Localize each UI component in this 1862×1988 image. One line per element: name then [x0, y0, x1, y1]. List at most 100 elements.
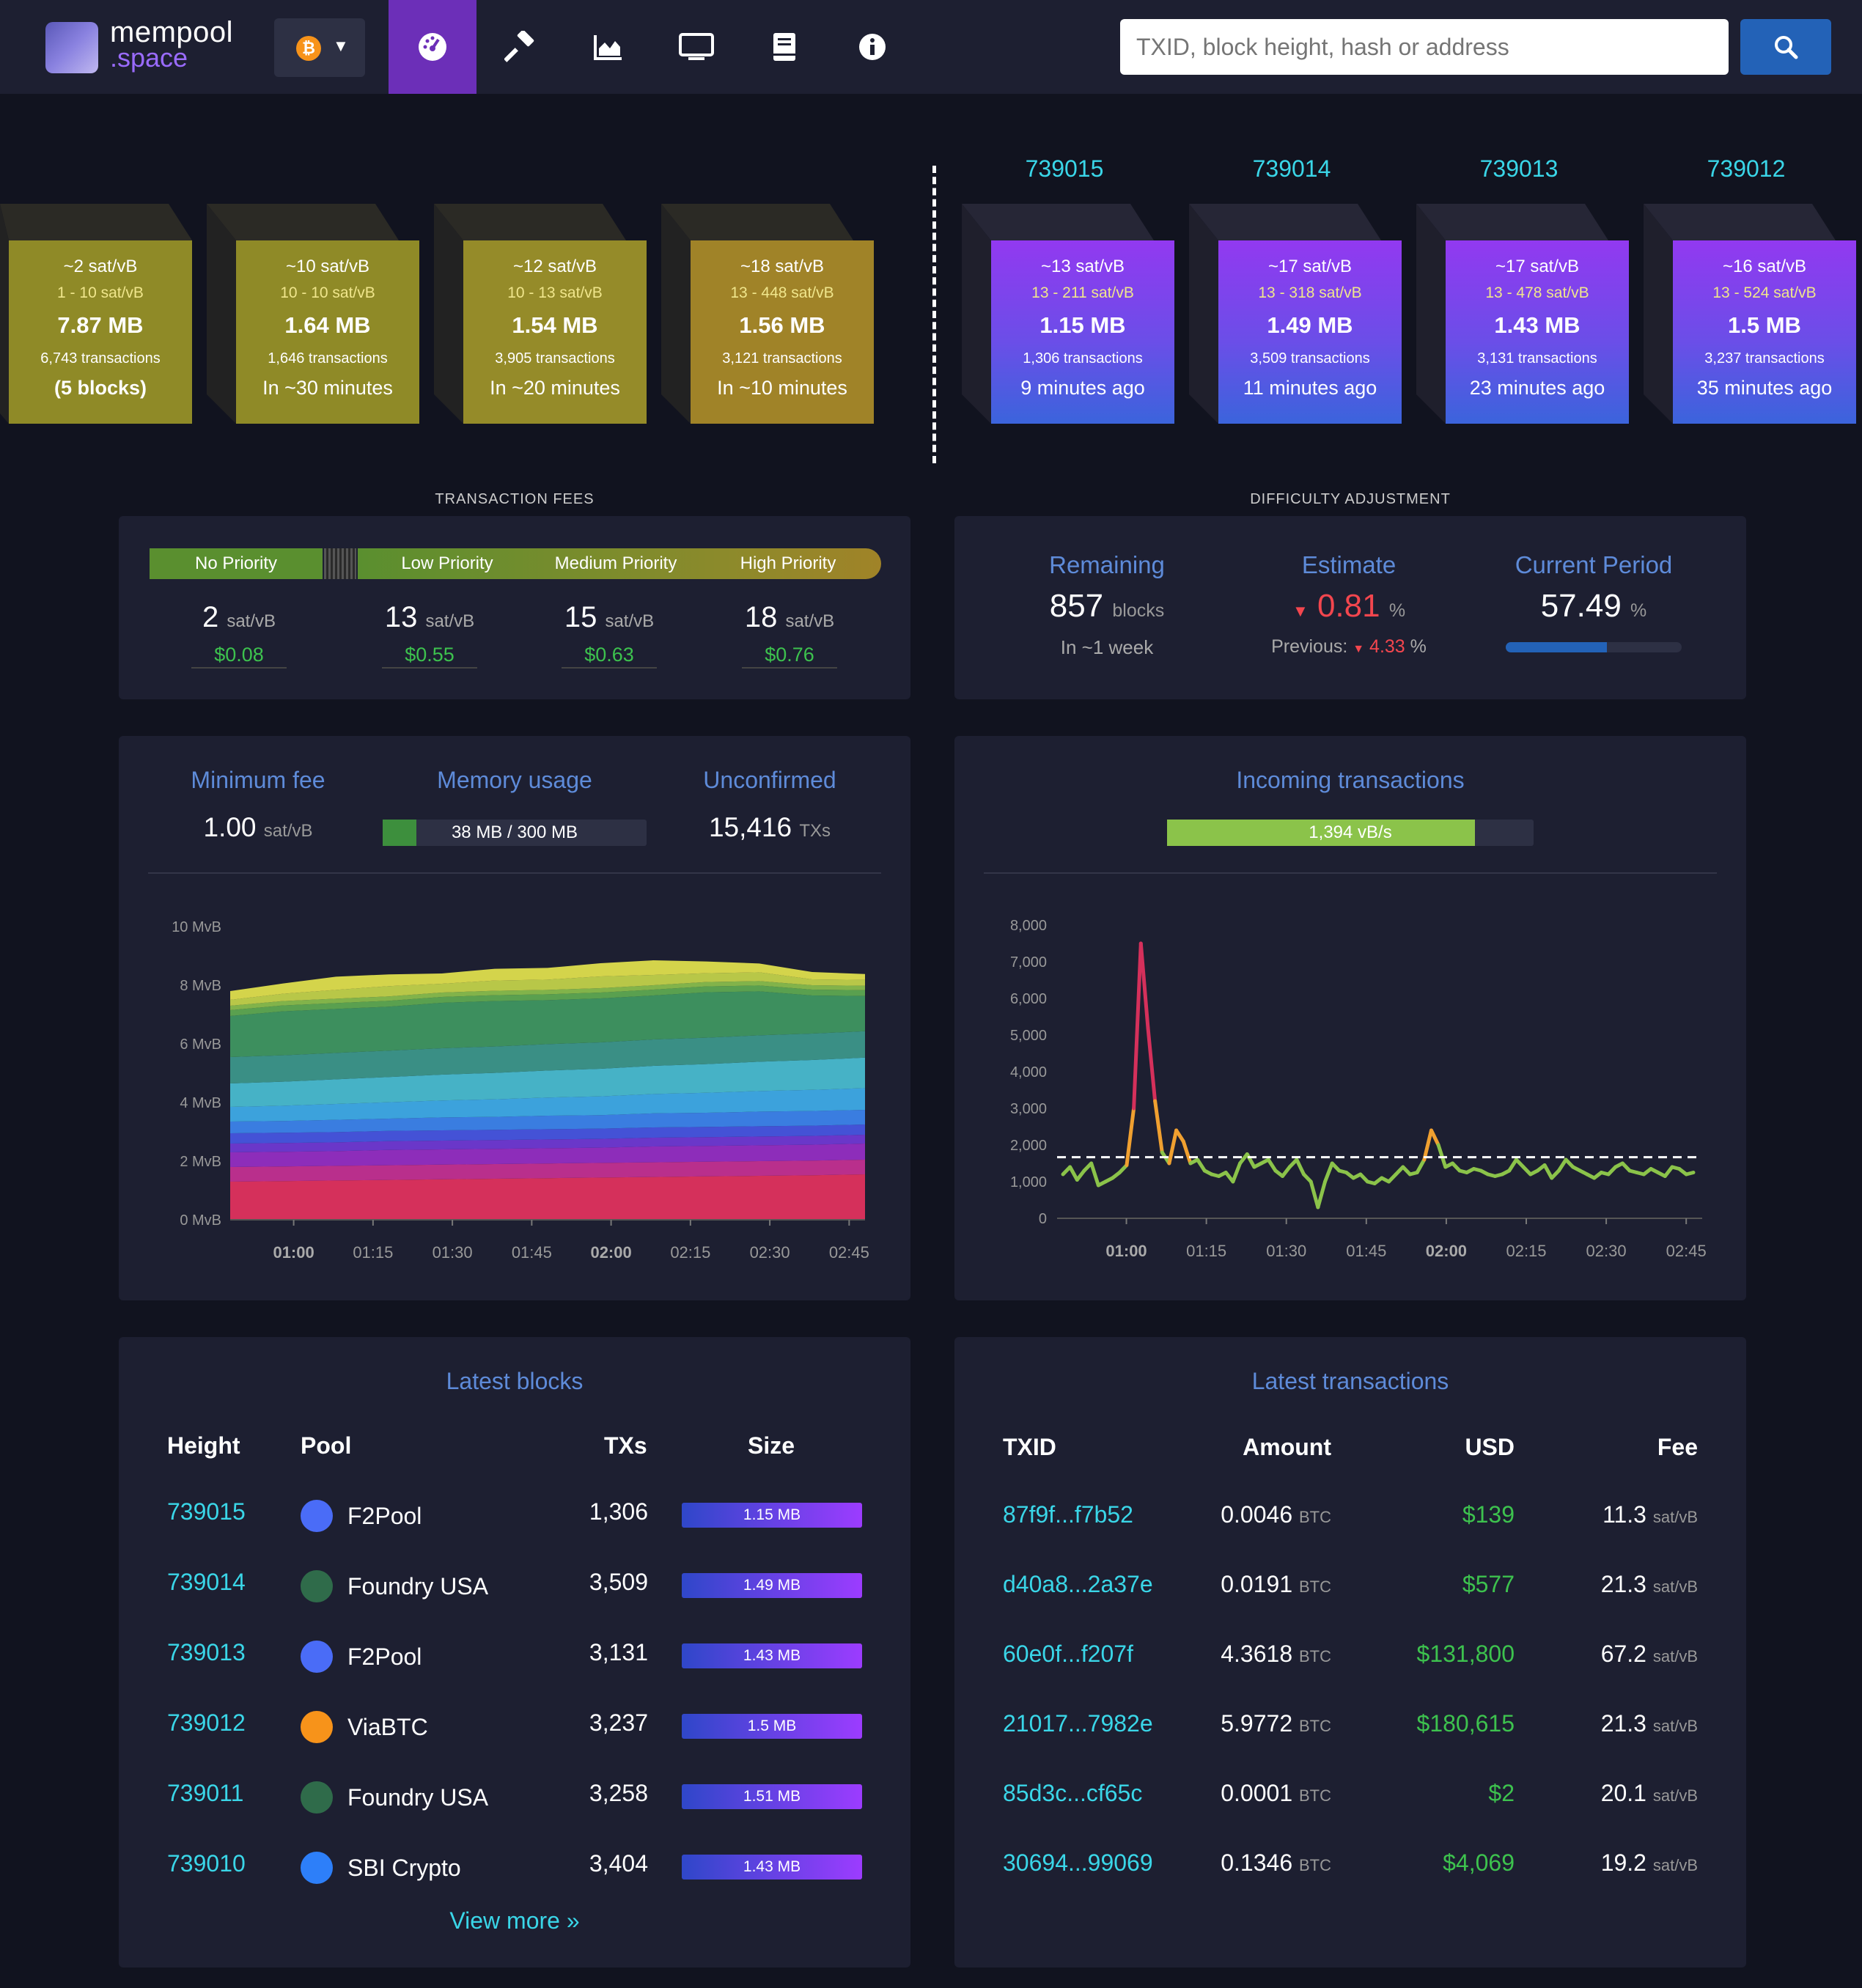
mempool-block[interactable]: ~12 sat/vB 10 - 13 sat/vB 1.54 MB 3,905 …: [434, 204, 661, 424]
block-height-link[interactable]: 739014: [1252, 155, 1331, 182]
nav-tab-graphs[interactable]: [564, 0, 652, 94]
f2pool-icon: [301, 1500, 333, 1532]
txid-link[interactable]: 85d3c...cf65c: [1003, 1780, 1143, 1806]
block-fee-range: 13 - 318 sat/vB: [1258, 284, 1362, 301]
fee-usd-high-priority: $0.76: [765, 644, 814, 666]
block-fee: ~18 sat/vB: [740, 257, 825, 276]
mempool-block[interactable]: ~2 sat/vB 1 - 10 sat/vB 7.87 MB 6,743 tr…: [0, 204, 227, 424]
tx-amount: 5.9772 BTC: [1221, 1710, 1331, 1737]
block-height-link[interactable]: 739012: [167, 1709, 246, 1736]
pool-name-link[interactable]: F2Pool: [347, 1503, 422, 1529]
mined-block[interactable]: ~13 sat/vB 13 - 211 sat/vB 1.15 MB 1,306…: [962, 204, 1189, 424]
txid-link[interactable]: d40a8...2a37e: [1003, 1571, 1153, 1597]
block-height-link[interactable]: 739013: [1479, 155, 1559, 182]
difficulty-card: [954, 516, 1746, 699]
tx-fee-rate: 20.1 sat/vB: [1600, 1780, 1698, 1806]
logo-subtext[interactable]: .space: [110, 43, 188, 73]
unconfirmed-value: 15,416 TXs: [708, 812, 831, 842]
area-series: [230, 1174, 865, 1220]
search-input[interactable]: [1120, 19, 1729, 75]
tx-fee-rate: 19.2 sat/vB: [1600, 1849, 1698, 1876]
mempool-blockchain-divider: [932, 166, 936, 463]
view-more-link[interactable]: View more »: [449, 1907, 580, 1934]
txid-link[interactable]: 21017...7982e: [1003, 1710, 1153, 1737]
block-fee-range: 1 - 10 sat/vB: [57, 284, 144, 301]
block-height-link[interactable]: 739014: [167, 1569, 246, 1595]
line-segment: [1245, 1152, 1256, 1169]
pool-name-link[interactable]: Foundry USA: [347, 1784, 489, 1811]
pool-name-link[interactable]: ViaBTC: [347, 1714, 428, 1740]
y-tick-label: 0 MvB: [180, 1212, 221, 1229]
nav-tab-dashboard[interactable]: [389, 0, 476, 94]
x-tick-label: 02:30: [1586, 1242, 1627, 1260]
block-fee: ~17 sat/vB: [1267, 257, 1353, 276]
mined-block[interactable]: ~17 sat/vB 13 - 478 sat/vB 1.43 MB 3,131…: [1416, 204, 1644, 424]
nav-tab-mining[interactable]: [476, 0, 564, 94]
column-header-usd: USD: [1465, 1434, 1515, 1460]
navbar: mempool .space ₿ ▼: [0, 0, 1862, 94]
tx-usd-value: $180,615: [1416, 1710, 1515, 1737]
block-height-link[interactable]: 739011: [167, 1780, 244, 1806]
x-tick-label: 02:15: [670, 1243, 710, 1262]
incoming-tx-graph[interactable]: 0 1,000 2,000 3,000 4,000 5,000 6,000 7,000 8,00…: [954, 894, 1746, 1275]
line-segment: [1422, 1128, 1433, 1162]
min-fee-label: Minimum fee: [191, 767, 325, 793]
latest-transactions-title: Latest transactions: [1251, 1368, 1449, 1394]
txid-link[interactable]: 87f9f...f7b52: [1003, 1501, 1133, 1528]
pool-name-link[interactable]: F2Pool: [347, 1643, 422, 1670]
block-tx-count: 3,131: [589, 1639, 648, 1665]
nav-tab-about[interactable]: [828, 0, 916, 94]
line-segment: [1266, 1157, 1278, 1173]
search-button[interactable]: [1740, 19, 1831, 75]
network-selector-button[interactable]: ₿ ▼: [274, 18, 365, 77]
x-tick-label: 01:00: [273, 1243, 314, 1262]
y-tick-label: 4,000: [1010, 1064, 1047, 1080]
mempool-block[interactable]: ~18 sat/vB 13 - 448 sat/vB 1.56 MB 3,121…: [661, 204, 888, 424]
line-segment: [1429, 1128, 1440, 1147]
nav-tab-docs[interactable]: [740, 0, 828, 94]
block-size: 7.87 MB: [57, 312, 144, 338]
y-tick-label: 8 MvB: [180, 978, 221, 994]
block-tx-count: 3,509 transactions: [1250, 350, 1370, 367]
transaction-fees-title: TRANSACTION FEES: [435, 491, 595, 507]
area-series: [230, 960, 865, 1000]
pool-name-link[interactable]: Foundry USA: [347, 1573, 489, 1599]
period-progress-fill: [1506, 642, 1607, 652]
difficulty-period-label: Current Period: [1515, 551, 1673, 578]
line-segment: [1663, 1165, 1674, 1178]
tx-usd-value: $2: [1488, 1780, 1515, 1806]
logo-text[interactable]: mempool: [110, 16, 234, 48]
difficulty-remaining-label: Remaining: [1049, 551, 1165, 578]
tx-amount: 4.3618 BTC: [1221, 1641, 1331, 1667]
nav-tab-tv[interactable]: [652, 0, 740, 94]
area-series: [230, 1031, 865, 1083]
mined-block[interactable]: ~17 sat/vB 13 - 318 sat/vB 1.49 MB 3,509…: [1189, 204, 1416, 424]
txid-link[interactable]: 60e0f...f207f: [1003, 1641, 1133, 1667]
block-height-link[interactable]: 739015: [1025, 155, 1104, 182]
difficulty-remaining-time: In ~1 week: [1060, 636, 1154, 658]
fee-usd-no-priority: $0.08: [214, 644, 264, 666]
block-fee: ~12 sat/vB: [512, 257, 597, 276]
y-tick-label: 10 MvB: [172, 919, 221, 935]
mined-block[interactable]: ~16 sat/vB 13 - 524 sat/vB 1.5 MB 3,237 …: [1644, 204, 1862, 424]
mempool-logo-icon[interactable]: [45, 22, 98, 73]
area-series: [230, 1088, 865, 1122]
latest-transactions-card: [954, 1337, 1746, 1967]
txid-link[interactable]: 30694...99069: [1003, 1849, 1153, 1876]
block-height-link[interactable]: 739015: [167, 1498, 246, 1525]
tx-usd-value: $131,800: [1416, 1641, 1515, 1667]
block-height-link[interactable]: 739013: [167, 1639, 246, 1665]
block-size: 1.56 MB: [739, 312, 825, 338]
line-segment: [1089, 1161, 1100, 1188]
column-header-size: Size: [748, 1432, 795, 1459]
block-height-link[interactable]: 739010: [167, 1850, 246, 1877]
mempool-graph[interactable]: 0 MvB 2 MvB 4 MvB 6 MvB 8 MvB 10 MvB 01:00 01:1…: [119, 894, 910, 1275]
fee-value-medium-priority: 15 sat/vB: [564, 601, 655, 633]
area-series: [230, 991, 865, 1057]
block-height-link[interactable]: 739012: [1707, 155, 1786, 182]
y-tick-label: 7,000: [1010, 954, 1047, 971]
block-tx-count: 1,646 transactions: [268, 350, 388, 367]
mempool-block[interactable]: ~10 sat/vB 10 - 10 sat/vB 1.64 MB 1,646 …: [207, 204, 434, 424]
pool-name-link[interactable]: SBI Crypto: [347, 1855, 461, 1881]
caret-down-icon: ▼: [1292, 602, 1309, 620]
